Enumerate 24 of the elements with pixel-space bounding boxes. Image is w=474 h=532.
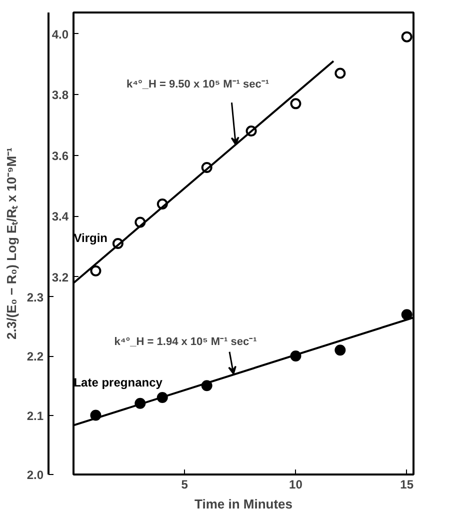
y-tick-label: 2.0: [26, 468, 44, 482]
point: [401, 309, 412, 320]
series-label: Late pregnancy: [74, 375, 163, 390]
y-tick-label: 2.1: [26, 408, 44, 423]
point: [334, 344, 346, 356]
x-tick-label: 15: [400, 478, 414, 492]
y2-tick-label: 3.8: [52, 88, 69, 102]
y-tick-label: 2.2: [26, 350, 44, 364]
y2-tick-label: 3.4: [52, 210, 69, 224]
y-axis-title: 2.3/(E₀ − R₀) Log Eₜ/Rₜ x 10⁻⁹M⁻¹: [4, 148, 19, 340]
y-tick-label: 2.3: [26, 290, 44, 304]
point: [90, 265, 102, 276]
y2-tick-label: 3.2: [52, 270, 69, 284]
point: [290, 98, 302, 110]
annotation: k⁴°_H = 1.94 x 10⁵ M⁻¹ sec⁻¹: [114, 336, 258, 348]
y2-tick-label: 4.0: [52, 27, 69, 42]
x-tick-label: 5: [181, 478, 188, 492]
y2-tick-label: 3.6: [52, 148, 69, 163]
legend-label: Virgin: [74, 230, 108, 245]
annotation: k⁴°_H = 9.50 x 10⁵ M⁻¹ sec⁻¹: [126, 78, 270, 91]
x-axis-title: Time in Minutes: [194, 496, 292, 512]
x-tick-label: 10: [289, 478, 303, 492]
point: [334, 68, 346, 79]
point: [401, 31, 412, 42]
